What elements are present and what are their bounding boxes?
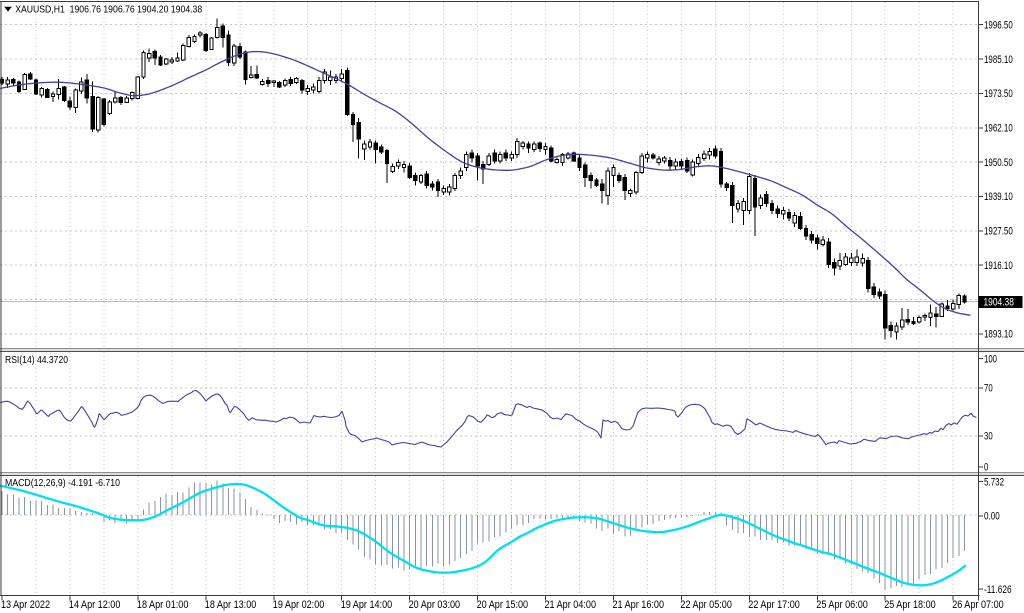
svg-text:RSI(14) 44.3720: RSI(14) 44.3720 bbox=[5, 355, 68, 366]
svg-text:19 Apr 02:00: 19 Apr 02:00 bbox=[273, 599, 325, 611]
svg-text:1962.10: 1962.10 bbox=[984, 123, 1013, 135]
svg-text:19 Apr 14:00: 19 Apr 14:00 bbox=[341, 599, 393, 611]
svg-text:25 Apr 06:00: 25 Apr 06:00 bbox=[816, 599, 868, 611]
svg-text:1985.10: 1985.10 bbox=[984, 54, 1013, 66]
svg-text:1950.50: 1950.50 bbox=[984, 157, 1013, 169]
svg-text:18 Apr 01:00: 18 Apr 01:00 bbox=[137, 599, 189, 611]
svg-text:5.732: 5.732 bbox=[984, 476, 1004, 488]
svg-text:20 Apr 03:00: 20 Apr 03:00 bbox=[409, 599, 461, 611]
svg-text:13 Apr 2022: 13 Apr 2022 bbox=[1, 599, 50, 611]
svg-text:20 Apr 15:00: 20 Apr 15:00 bbox=[477, 599, 529, 611]
svg-text:0: 0 bbox=[984, 462, 988, 474]
svg-text:21 Apr 04:00: 21 Apr 04:00 bbox=[545, 599, 597, 611]
svg-text:0.00: 0.00 bbox=[984, 511, 1000, 523]
svg-text:25 Apr 18:00: 25 Apr 18:00 bbox=[884, 599, 936, 611]
svg-text:21 Apr 16:00: 21 Apr 16:00 bbox=[613, 599, 665, 611]
svg-text:1939.10: 1939.10 bbox=[984, 191, 1013, 203]
svg-text:1973.50: 1973.50 bbox=[984, 88, 1013, 100]
svg-text:22 Apr 05:00: 22 Apr 05:00 bbox=[680, 599, 732, 611]
svg-text:1916.10: 1916.10 bbox=[984, 260, 1013, 272]
svg-text:18 Apr 13:00: 18 Apr 13:00 bbox=[205, 599, 257, 611]
svg-text:1904.38: 1904.38 bbox=[984, 297, 1014, 309]
svg-text:22 Apr 17:00: 22 Apr 17:00 bbox=[748, 599, 800, 611]
svg-text:1893.10: 1893.10 bbox=[984, 329, 1013, 341]
svg-text:1996.50: 1996.50 bbox=[984, 20, 1013, 32]
svg-text:-11.626: -11.626 bbox=[984, 584, 1012, 596]
svg-text:30: 30 bbox=[984, 431, 993, 443]
svg-text:14 Apr 12:00: 14 Apr 12:00 bbox=[69, 599, 121, 611]
svg-text:MACD(12,26,9) -4.191 -6.710: MACD(12,26,9) -4.191 -6.710 bbox=[5, 478, 120, 489]
svg-text:1927.50: 1927.50 bbox=[984, 226, 1013, 238]
svg-text:26 Apr 07:00: 26 Apr 07:00 bbox=[952, 599, 1004, 611]
svg-text:70: 70 bbox=[984, 383, 993, 395]
svg-text:XAUUSD,H1 1906.76 1906.76 190: XAUUSD,H1 1906.76 1906.76 1904.20 1904.3… bbox=[15, 5, 202, 16]
svg-text:100: 100 bbox=[984, 353, 997, 365]
